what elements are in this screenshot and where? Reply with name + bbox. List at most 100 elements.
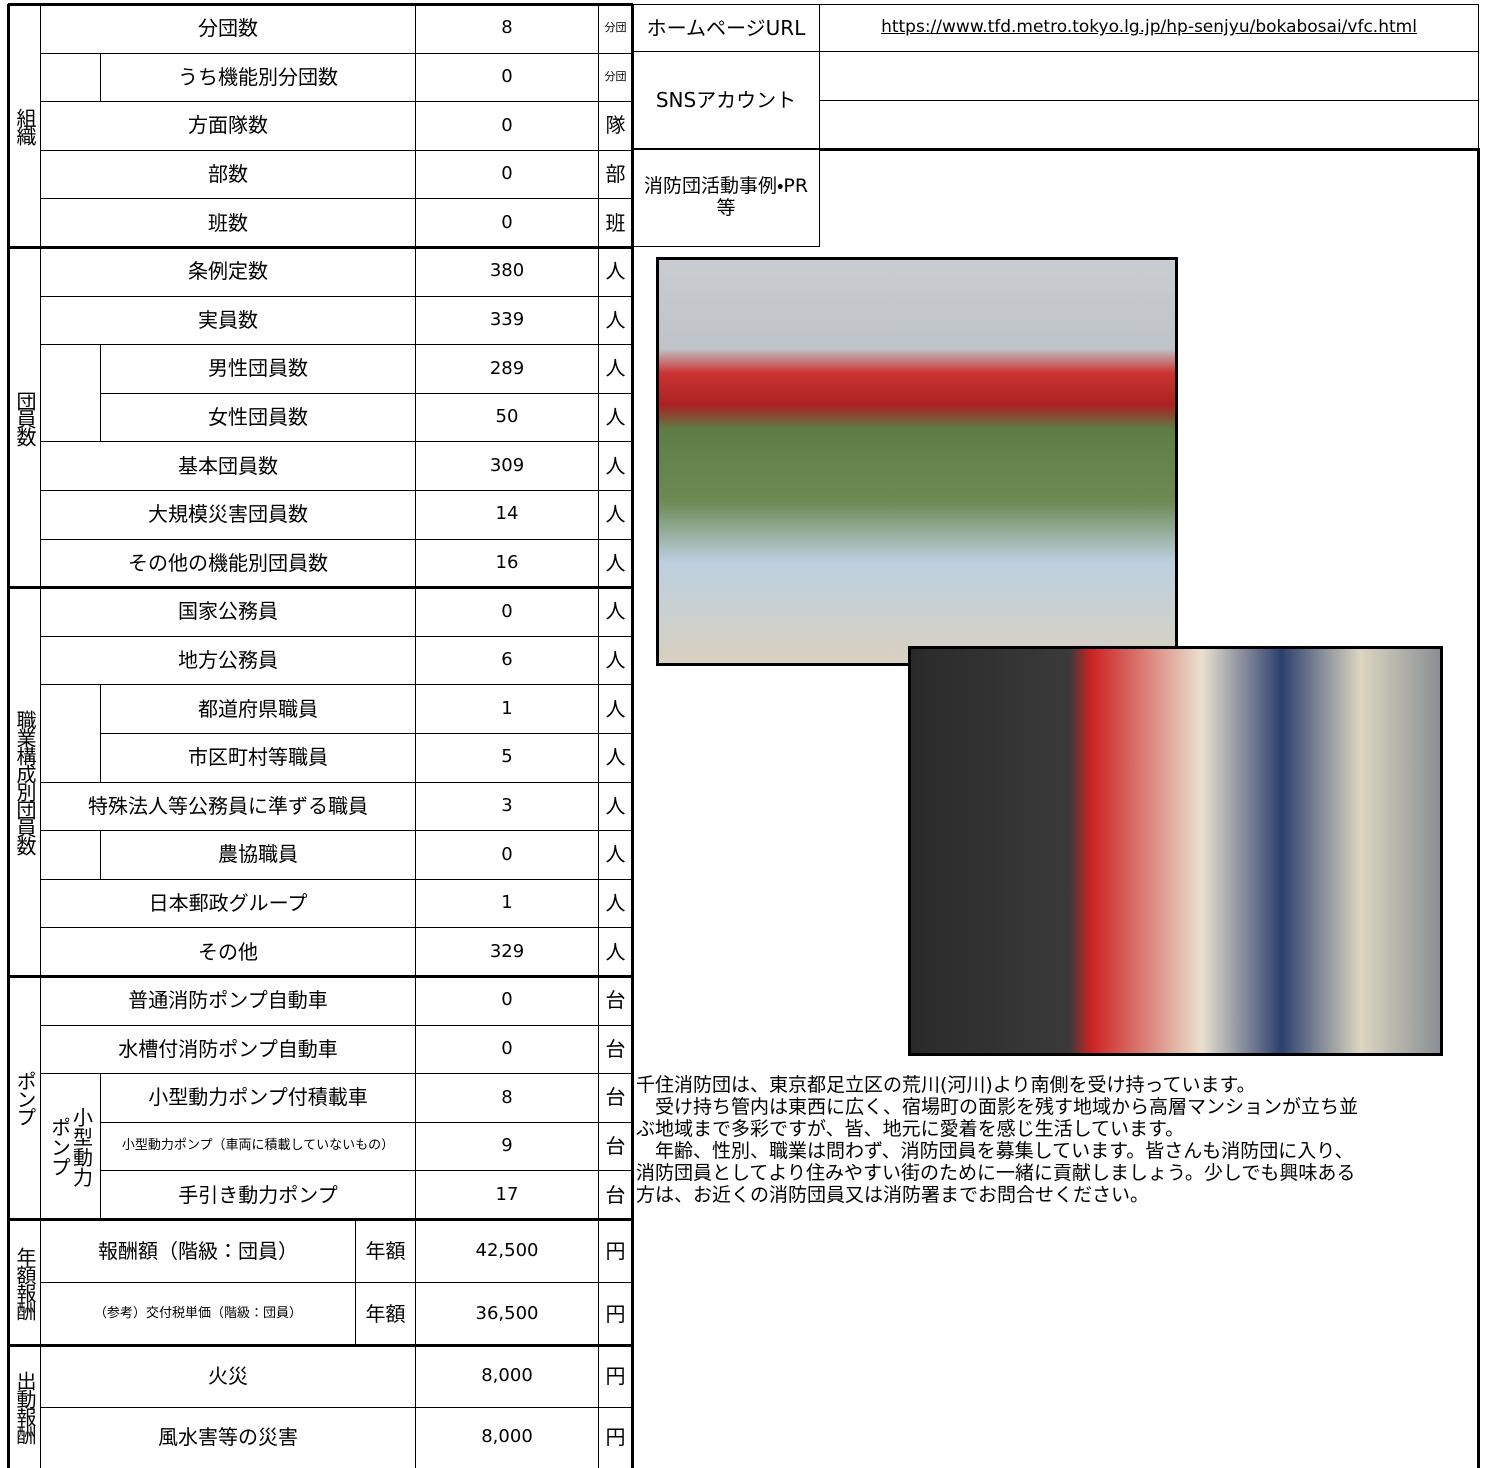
photo <box>656 257 1178 666</box>
period-label: 年額 <box>355 1282 416 1346</box>
section-label: 団員数 <box>8 247 41 589</box>
item-label: 班数 <box>40 198 416 248</box>
item-label: 男性団員数 <box>100 344 416 394</box>
unit-label: 分団 <box>598 52 633 103</box>
value-cell: 36,500 <box>415 1282 599 1346</box>
indent-cell <box>40 344 101 443</box>
section-label: 職業構成別団員数 <box>8 587 41 977</box>
value-cell: 8 <box>415 4 599 54</box>
unit-label: 台 <box>598 1121 633 1172</box>
item-label: 分団数 <box>40 4 416 54</box>
unit-label: 台 <box>598 976 633 1026</box>
unit-label: 円 <box>598 1345 633 1408</box>
section-label-text: 職業構成別団員数 <box>13 710 37 855</box>
indent-cell: 小型動力ポンプ <box>40 1073 101 1220</box>
value-cell: 6 <box>415 635 599 686</box>
item-label: 実員数 <box>40 295 416 346</box>
section-label: 年額報酬 <box>8 1219 41 1346</box>
divider <box>8 586 633 590</box>
item-label: （参考）交付税単価（階級：団員） <box>40 1282 356 1346</box>
value-cell: 17 <box>415 1170 599 1220</box>
unit-label: 人 <box>598 587 633 637</box>
value-cell: 50 <box>415 392 599 443</box>
description: 千住消防団は、東京都足立区の荒川(河川)より南側を受け持っています。 受け持ち管… <box>636 1074 1481 1206</box>
unit-label: 人 <box>598 344 633 394</box>
divider <box>1477 148 1480 1468</box>
value-cell: 329 <box>415 927 599 977</box>
unit-label: 人 <box>598 490 633 540</box>
value-cell: 0 <box>415 101 599 151</box>
item-label: 報酬額（階級：団員） <box>40 1219 356 1283</box>
item-label: 小型動力ポンプ（車両に積載していないもの） <box>100 1121 416 1172</box>
unit-label: 部 <box>598 149 633 200</box>
section-label-text: 組織 <box>13 108 37 144</box>
period-label: 年額 <box>355 1219 416 1283</box>
item-label: 特殊法人等公務員に準ずる職員 <box>40 781 416 832</box>
item-label: 条例定数 <box>40 247 416 297</box>
item-label: うち機能別分団数 <box>100 52 416 103</box>
item-label: 農協職員 <box>100 830 416 880</box>
description-line: 千住消防団は、東京都足立区の荒川(河川)より南側を受け持っています。 <box>636 1074 1256 1096</box>
unit-label: 人 <box>598 684 633 734</box>
value-cell: 3 <box>415 781 599 832</box>
value-cell: 309 <box>415 441 599 491</box>
value-cell: 1 <box>415 878 599 929</box>
value-cell: 5 <box>415 733 599 783</box>
divider <box>8 1344 633 1347</box>
value-cell: 0 <box>415 149 599 200</box>
item-label: 普通消防ポンプ自動車 <box>40 976 416 1026</box>
unit-label: 人 <box>598 441 633 491</box>
indent-cell <box>40 52 101 103</box>
indent-cell <box>40 830 101 880</box>
unit-label: 円 <box>598 1282 633 1346</box>
item-label: 日本郵政グループ <box>40 878 416 929</box>
unit-label: 円 <box>598 1406 633 1468</box>
unit-label: 人 <box>598 295 633 346</box>
item-label: 市区町村等職員 <box>100 733 416 783</box>
item-label: 国家公務員 <box>40 587 416 637</box>
value-cell: 8,000 <box>415 1345 599 1408</box>
value-cell: 0 <box>415 1024 599 1075</box>
url-cell: https://www.tfd.metro.tokyo.lg.jp/hp-sen… <box>819 4 1479 52</box>
item-label: その他 <box>40 927 416 977</box>
subgroup-label: 小型動力ポンプ <box>47 1106 94 1187</box>
description-line: 消防団員としてより住みやすい街のために一緒に貢献しましょう。少しでも興味ある <box>636 1162 1356 1184</box>
item-label: 小型動力ポンプ付積載車 <box>100 1073 416 1123</box>
sns-cell <box>819 51 1479 101</box>
divider <box>8 246 633 249</box>
item-label: 地方公務員 <box>40 635 416 686</box>
section-label-text: 年額報酬 <box>13 1246 37 1319</box>
value-cell: 0 <box>415 198 599 248</box>
value-cell: 0 <box>415 976 599 1026</box>
divider <box>8 975 633 978</box>
unit-label: 人 <box>598 733 633 783</box>
unit-label: 円 <box>598 1219 633 1283</box>
photo <box>908 646 1443 1056</box>
divider <box>7 4 10 1468</box>
unit-label: 人 <box>598 830 633 880</box>
section-label-text: 出動報酬 <box>13 1371 37 1443</box>
url-link[interactable]: https://www.tfd.metro.tokyo.lg.jp/hp-sen… <box>881 17 1417 38</box>
item-label: 部数 <box>40 149 416 200</box>
unit-label: 分団 <box>598 4 633 54</box>
section-label: 組織 <box>8 4 41 248</box>
value-cell: 8,000 <box>415 1406 599 1468</box>
unit-label: 人 <box>598 538 633 589</box>
value-cell: 16 <box>415 538 599 589</box>
unit-label: 台 <box>598 1024 633 1075</box>
url-label: ホームページURL <box>632 4 820 52</box>
unit-label: 人 <box>598 927 633 977</box>
unit-label: 人 <box>598 247 633 297</box>
item-label: 大規模災害団員数 <box>40 490 416 540</box>
value-cell: 0 <box>415 52 599 103</box>
value-cell: 14 <box>415 490 599 540</box>
unit-label: 人 <box>598 781 633 832</box>
activity-label: 消防団活動事例・PR等 <box>632 149 820 247</box>
value-cell: 380 <box>415 247 599 297</box>
item-label: 風水害等の災害 <box>40 1406 416 1468</box>
value-cell: 1 <box>415 684 599 734</box>
value-cell: 9 <box>415 1121 599 1172</box>
description-line: 受け持ち管内は東西に広く、宿場町の面影を残す地域から高層マンションが立ち並 <box>636 1096 1359 1118</box>
value-cell: 0 <box>415 830 599 880</box>
